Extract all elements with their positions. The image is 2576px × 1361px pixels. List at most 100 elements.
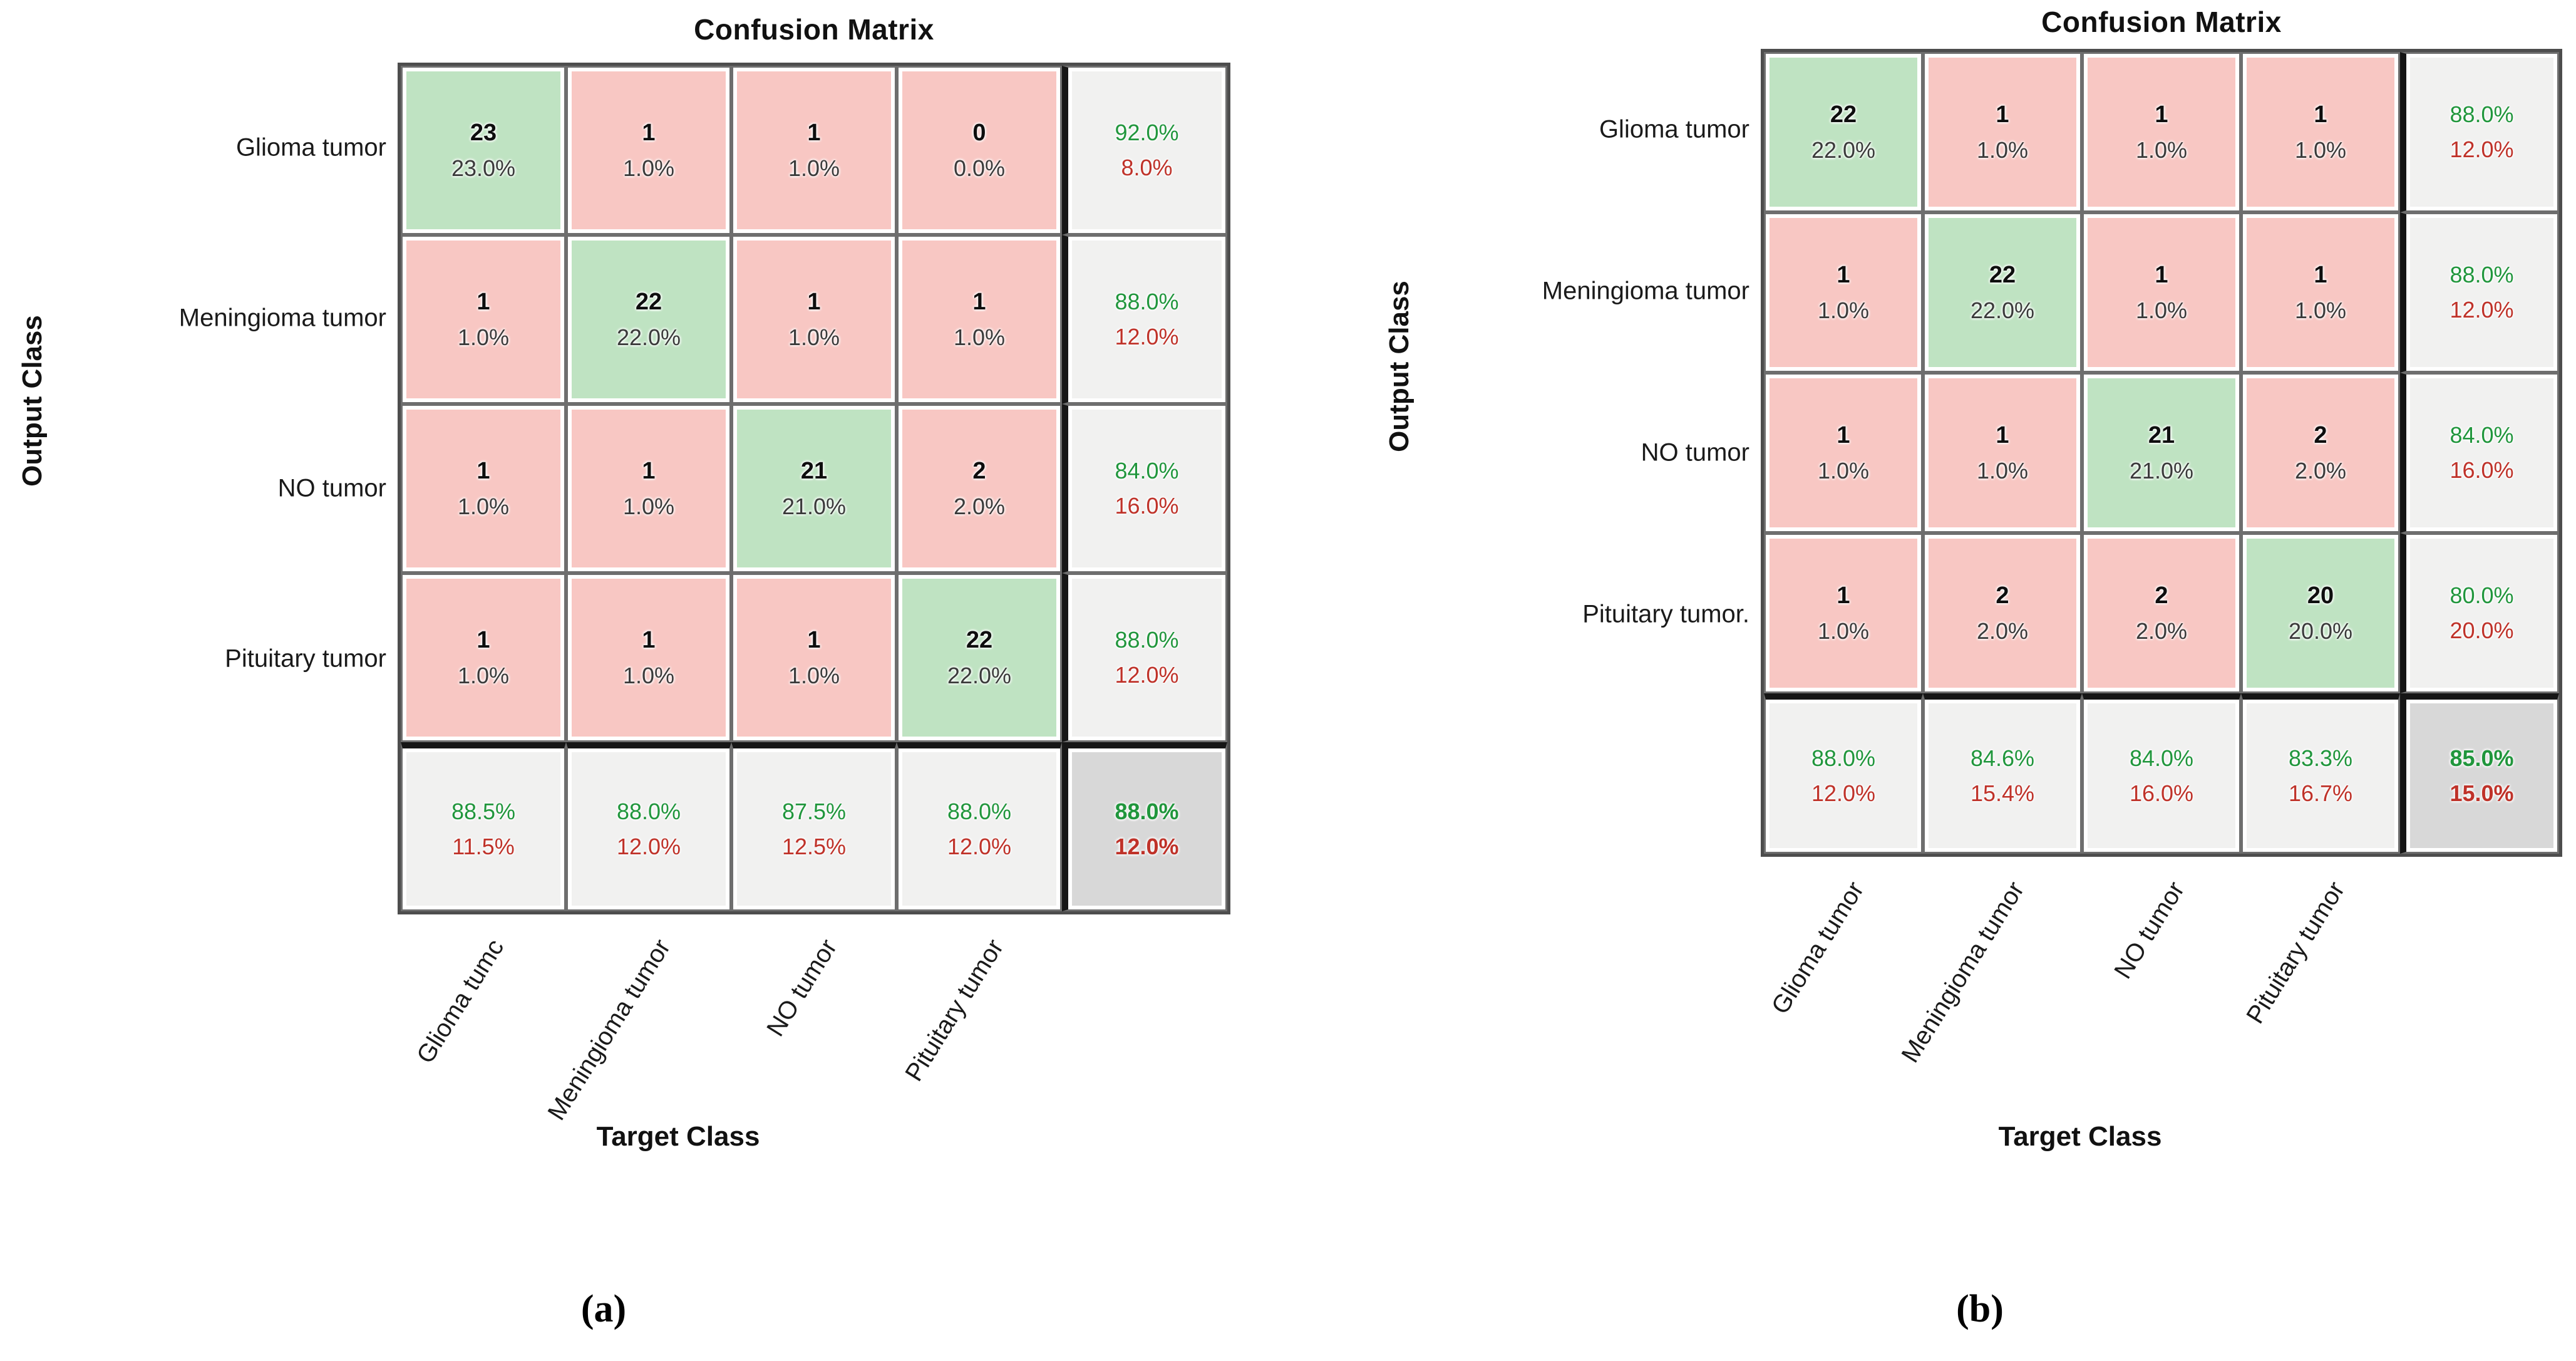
cell-count: 1 [972,288,986,315]
matrix-a-cell-r1-c0: 1 1.0% [401,235,566,404]
matrix-b-row-summary-fill-2: 84.0% 16.0% [2410,378,2553,527]
matrix-b-row-summary-0: 88.0% 12.0% [2400,52,2559,212]
cell-percent: 1.0% [457,493,510,519]
matrix-a-cell-fill-r0-c2: 1 1.0% [737,71,891,229]
summary-negative-percent: 20.0% [2450,618,2514,643]
matrix-b-cell-r2-c3: 2 2.0% [2241,373,2400,533]
cell-percent: 1.0% [2294,297,2347,323]
summary-positive-percent: 88.0% [1115,289,1179,314]
cell-percent: 1.0% [1817,457,1870,484]
matrix-a-cell-fill-r2-c3: 2 2.0% [902,410,1056,567]
cell-count: 20 [2307,582,2334,609]
matrix-b-row-summary-2: 84.0% 16.0% [2400,373,2559,533]
matrix-a-cell-fill-r1-c3: 1 1.0% [902,241,1056,398]
cell-count: 1 [2155,261,2168,288]
matrix-a-cell-fill-r2-c2: 21 21.0% [737,410,891,567]
cell-count: 1 [1996,422,2009,448]
matrix-a-col-summary-3: 88.0% 12.0% [897,742,1062,911]
cell-count: 1 [642,457,656,484]
matrix-b-cell-r0-c0: 22 22.0% [1764,52,1923,212]
chart-title-b: Confusion Matrix [2041,6,2282,38]
matrix-b-cell-fill-r1-c2: 1 1.0% [2088,218,2235,367]
matrix-a-cell-fill-r0-c1: 1 1.0% [572,71,726,229]
cell-count: 0 [972,119,986,146]
matrix-b-row-summary-fill-3: 80.0% 20.0% [2410,539,2553,688]
matrix-a-corner-fill: 88.0% 12.0% [1072,752,1222,906]
matrix-b-col-summary-3: 83.3% 16.7% [2241,693,2400,854]
cell-percent: 1.0% [622,155,675,181]
cell-percent: 22.0% [947,662,1012,688]
summary-negative-percent: 12.0% [1811,780,1876,806]
matrix-a-row-summary-fill-3: 88.0% 12.0% [1072,579,1222,737]
matrix-b-col-summary-0: 88.0% 12.0% [1764,693,1923,854]
matrix-a-cell-fill-r1-c0: 1 1.0% [406,241,560,398]
cell-count: 22 [966,626,993,653]
matrix-a-cell-r3-c0: 1 1.0% [401,573,566,742]
cell-count: 1 [477,626,490,653]
cell-percent: 1.0% [622,493,675,519]
cell-percent: 2.0% [2294,457,2347,484]
matrix-a-row-label-1: Meningioma tumor [178,304,386,332]
cell-count: 1 [2314,261,2327,288]
matrix-b-cell-fill-r3-c3: 20 20.0% [2247,539,2394,688]
cell-percent: 1.0% [788,662,840,688]
matrix-b-row-label-2: NO tumor [1641,438,1749,467]
matrix-b-cell-r3-c1: 2 2.0% [1923,533,2082,693]
cell-count: 22 [1989,261,2016,288]
matrix-a-row-summary-fill-2: 84.0% 16.0% [1072,410,1222,567]
matrix-a-col-summary-2: 87.5% 12.5% [731,742,897,911]
matrix-a-cell-r1-c1: 22 22.0% [566,235,731,404]
matrix-a-cell-fill-r1-c2: 1 1.0% [737,241,891,398]
summary-positive-percent: 92.0% [1115,120,1179,145]
matrix-b-cell-r1-c0: 1 1.0% [1764,212,1923,373]
cell-percent: 23.0% [451,155,516,181]
cell-count: 1 [1837,582,1850,609]
matrix-b-cell-r2-c1: 1 1.0% [1923,373,2082,533]
matrix-b-cell-r2-c0: 1 1.0% [1764,373,1923,533]
cell-percent: 21.0% [781,493,847,519]
matrix-b-cell-r3-c2: 2 2.0% [2082,533,2241,693]
subfigure-caption-a: (a) [580,1288,627,1330]
matrix-a-cell-fill-r2-c0: 1 1.0% [406,410,560,567]
matrix-b-cell-fill-r0-c2: 1 1.0% [2088,58,2235,207]
cell-percent: 1.0% [1976,457,2029,484]
cell-count: 1 [807,288,821,315]
summary-positive-percent: 84.0% [2129,745,2194,771]
cell-count: 21 [2148,422,2175,448]
matrix-b-cell-r1-c2: 1 1.0% [2082,212,2241,373]
matrix-b-col-summary-fill-0: 88.0% 12.0% [1770,703,1917,848]
matrix-b-cell-fill-r2-c3: 2 2.0% [2247,378,2394,527]
matrix-b-cell-fill-r3-c2: 2 2.0% [2088,539,2235,688]
matrix-b-cell-r0-c3: 1 1.0% [2241,52,2400,212]
summary-positive-percent: 88.0% [1115,627,1179,653]
matrix-b-cell-r0-c1: 1 1.0% [1923,52,2082,212]
matrix-a-row-summary-3: 88.0% 12.0% [1062,573,1227,742]
cell-percent: 22.0% [1970,297,2035,323]
cell-percent: 1.0% [1817,618,1870,644]
summary-positive-percent: 88.0% [1811,745,1876,771]
matrix-b-cell-r1-c3: 1 1.0% [2241,212,2400,373]
summary-negative-percent: 12.0% [616,833,681,859]
matrix-b-cell-fill-r2-c2: 21 21.0% [2088,378,2235,527]
summary-negative-percent: 12.0% [1115,662,1179,688]
cell-count: 21 [800,457,828,484]
matrix-a-corner-cell: 88.0% 12.0% [1062,742,1227,911]
matrix-a-cell-r0-c0: 23 23.0% [401,66,566,235]
cell-count: 1 [2314,101,2327,128]
cell-percent: 1.0% [457,324,510,350]
summary-positive-percent: 84.0% [1115,458,1179,484]
matrix-b-col-summary-fill-1: 84.6% 15.4% [1929,703,2076,848]
matrix-b-col-summary-fill-2: 84.0% 16.0% [2088,703,2235,848]
matrix-b-cell-fill-r1-c1: 22 22.0% [1929,218,2076,367]
matrix-a-cell-r0-c3: 0 0.0% [897,66,1062,235]
x-axis-label-b: Target Class [1998,1121,2162,1152]
matrix-a-row-label-2: NO tumor [277,474,386,502]
cell-percent: 21.0% [2129,457,2194,484]
cell-count: 1 [807,119,821,146]
matrix-b-corner-cell: 85.0% 15.0% [2400,693,2559,854]
cell-count: 2 [1996,582,2009,609]
summary-negative-percent: 12.5% [781,833,847,859]
matrix-a-cell-r3-c2: 1 1.0% [731,573,897,742]
